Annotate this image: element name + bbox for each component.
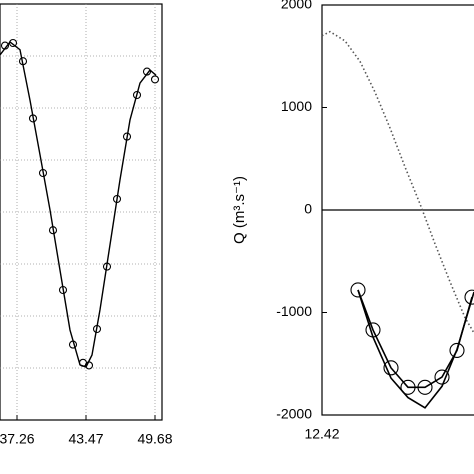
series-line — [357, 289, 474, 409]
series-line — [321, 30, 474, 334]
y-axis-label: Q (m³.s⁻¹) — [231, 176, 248, 244]
marker — [84, 361, 94, 370]
marker — [150, 75, 160, 84]
marker — [92, 324, 102, 334]
marker — [0, 41, 10, 50]
x-tick-label: 37.26 — [0, 431, 35, 447]
marker — [68, 340, 78, 349]
marker — [122, 132, 132, 141]
marker — [350, 282, 366, 298]
series-line — [0, 40, 157, 368]
y-tick-label: -1000 — [276, 303, 312, 319]
marker — [8, 38, 18, 48]
x-tick-label: 12.42 — [304, 426, 339, 442]
marker — [48, 226, 58, 235]
plot-frame — [0, 3, 163, 421]
marker — [464, 289, 474, 305]
x-tick-label: 49.68 — [137, 431, 172, 447]
y-tick-label: -2000 — [276, 406, 312, 422]
panel: 37.26 43.47 49.68 — [0, 3, 173, 447]
marker — [400, 379, 416, 395]
marker — [38, 168, 48, 178]
marker — [417, 379, 433, 395]
marker — [112, 194, 122, 204]
marker — [383, 360, 399, 376]
y-tick-label: 2000 — [281, 0, 312, 12]
y-tick-label: 0 — [304, 201, 312, 217]
marker — [132, 90, 142, 100]
y-tick-label: 1000 — [281, 98, 312, 114]
marker — [142, 67, 152, 76]
panel: 12.42 -2000 -1000 0 1000 2000 Q (m³.s⁻¹) — [231, 0, 474, 442]
marker — [58, 285, 68, 295]
marker — [434, 369, 450, 385]
marker — [102, 262, 112, 271]
series-line — [357, 289, 473, 389]
marker — [449, 342, 465, 358]
x-tick-label: 43.47 — [68, 431, 103, 447]
marker — [365, 322, 381, 338]
marker — [18, 57, 28, 66]
marker — [28, 114, 38, 123]
